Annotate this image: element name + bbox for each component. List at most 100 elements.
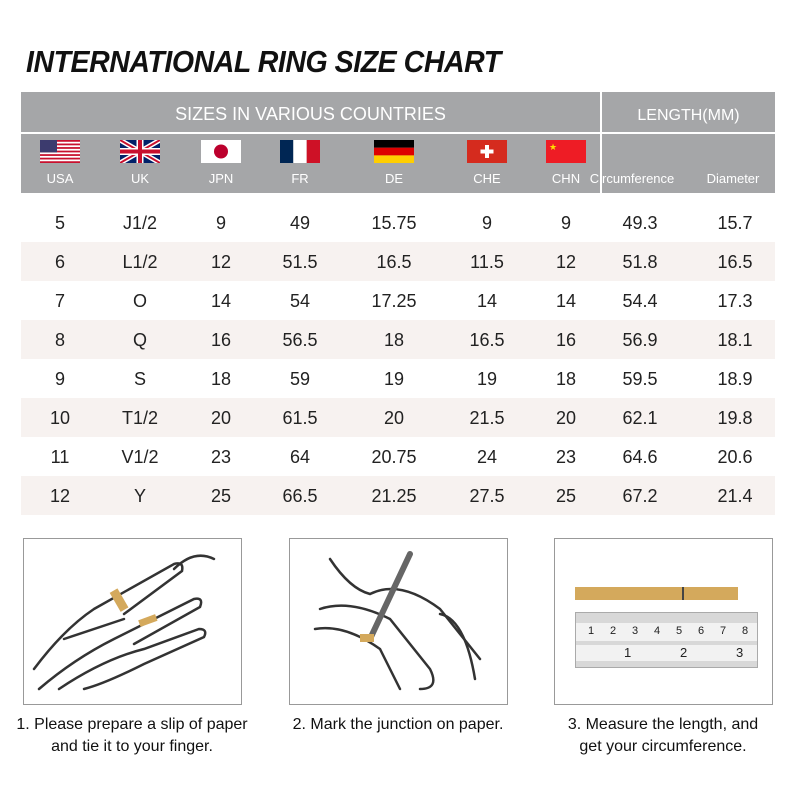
table-cell: 16.5	[469, 330, 505, 350]
table-cell: 20	[210, 408, 232, 428]
table-cell: 18	[210, 369, 232, 389]
table-row: 8 Q 16 56.5 18 16.5 16 56.9 18.1	[21, 320, 775, 359]
ruler-mark: 3	[632, 625, 639, 637]
ruler-mark: 7	[720, 625, 727, 637]
table-cell: 23	[555, 447, 577, 467]
table-cell: 51.5	[282, 252, 318, 272]
table-cell: 20.6	[717, 447, 753, 467]
country-label: UK	[130, 171, 150, 186]
table-cell: 19	[383, 369, 405, 389]
country-label: FR	[291, 171, 309, 186]
step2-illustration	[289, 538, 508, 705]
table-cell: 25	[210, 486, 232, 506]
table-cell: 51.8	[622, 252, 658, 272]
table-cell: 17.25	[371, 291, 417, 311]
ruler-mark: 1	[588, 625, 595, 637]
table-cell: 5	[54, 213, 66, 233]
table-cell: 56.9	[622, 330, 658, 350]
table-row: 7 O 14 54 17.25 14 14 54.4 17.3	[21, 281, 775, 320]
table-cell: 9	[481, 213, 493, 233]
table-cell: 18	[383, 330, 405, 350]
country-label: USA	[46, 171, 74, 186]
divider	[21, 132, 775, 134]
table-row: 5 J1/2 9 49 15.75 9 9 49.3 15.7	[21, 203, 775, 242]
germany-flag-icon	[374, 140, 414, 163]
paper-strip	[575, 587, 738, 600]
table-cell: 25	[555, 486, 577, 506]
length-column-label: Diameter	[706, 171, 760, 186]
table-cell: L1/2	[122, 252, 158, 272]
table-cell: 49	[289, 213, 311, 233]
table-cell: 15.7	[717, 213, 753, 233]
country-label: DE	[384, 171, 404, 186]
table-cell: T1/2	[121, 408, 159, 428]
table-cell: 64	[289, 447, 311, 467]
table-cell: 14	[476, 291, 498, 311]
caption-line: and tie it to your finger.	[51, 738, 213, 755]
table-cell: V1/2	[121, 447, 159, 467]
table-cell: 18	[555, 369, 577, 389]
table-cell: 23	[210, 447, 232, 467]
table-cell: 16.5	[717, 252, 753, 272]
table-row: 10 T1/2 20 61.5 20 21.5 20 62.1 19.8	[21, 398, 775, 437]
table-cell: 56.5	[282, 330, 318, 350]
ruler-mark: 3	[736, 645, 744, 660]
table-cell: 20	[555, 408, 577, 428]
table-cell: 16	[555, 330, 577, 350]
step1-illustration	[23, 538, 242, 705]
table-cell: 24	[476, 447, 498, 467]
table-cell: 21.25	[371, 486, 417, 506]
table-cell: O	[132, 291, 148, 311]
table-cell: 59.5	[622, 369, 658, 389]
table-cell: 64.6	[622, 447, 658, 467]
table-cell: 11	[50, 447, 70, 467]
table-cell: 14	[210, 291, 232, 311]
page-title: INTERNATIONAL RING SIZE CHART	[26, 44, 501, 79]
table-header: SIZES IN VARIOUS COUNTRIES LENGTH(MM) US…	[21, 92, 775, 193]
table-cell: 7	[54, 291, 66, 311]
table-cell: 49.3	[622, 213, 658, 233]
length-column-label: Circumference	[589, 171, 675, 186]
table-cell: 16	[210, 330, 232, 350]
table-cell: 19	[476, 369, 498, 389]
china-flag-icon: ★	[546, 140, 586, 163]
ruler-mark: 6	[698, 625, 705, 637]
table-cell: 16.5	[376, 252, 412, 272]
step-caption: 3. Measure the length, and get your circu…	[533, 714, 793, 758]
table-cell: 14	[555, 291, 577, 311]
table-cell: 20	[383, 408, 405, 428]
sizes-heading: SIZES IN VARIOUS COUNTRIES	[175, 104, 446, 124]
ruler-mark: 8	[742, 625, 749, 637]
table-row: 11 V1/2 23 64 20.75 24 23 64.6 20.6	[21, 437, 775, 476]
table-cell: 27.5	[469, 486, 505, 506]
ruler-mark: 1	[624, 645, 632, 660]
table-cell: 12	[49, 486, 71, 506]
table-cell: 67.2	[622, 486, 658, 506]
us-flag-icon	[40, 140, 80, 164]
table-cell: 66.5	[282, 486, 318, 506]
table-cell: 9	[54, 369, 66, 389]
table-cell: 19.8	[717, 408, 753, 428]
country-label: CHE	[473, 171, 501, 186]
table-cell: 6	[54, 252, 66, 272]
table-cell: Y	[133, 486, 147, 506]
table-cell: 9	[215, 213, 227, 233]
caption-line: get your circumference.	[579, 738, 747, 755]
table-cell: 15.75	[371, 213, 417, 233]
table-cell: 20.75	[371, 447, 417, 467]
table-cell: Q	[132, 330, 148, 350]
table-row: 6 L1/2 12 51.5 16.5 11.5 12 51.8 16.5	[21, 242, 775, 281]
caption-line: 3. Measure the length, and	[567, 716, 759, 733]
table-cell: 10	[49, 408, 71, 428]
ruler-mark: 2	[680, 645, 688, 660]
table-cell: 12	[555, 252, 577, 272]
ruler-mark: 2	[610, 625, 617, 637]
table-cell: 8	[54, 330, 66, 350]
country-label: CHN	[551, 171, 581, 186]
caption-line: 1. Please prepare a slip of paper	[16, 716, 248, 733]
svg-text:★: ★	[549, 142, 557, 152]
table-cell: 9	[560, 213, 572, 233]
length-heading: LENGTH(MM)	[637, 107, 740, 124]
